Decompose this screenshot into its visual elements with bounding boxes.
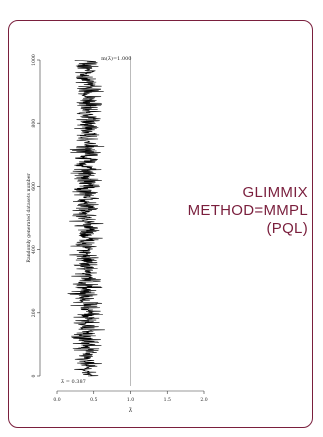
y-tick-label: 800 bbox=[31, 119, 37, 128]
chart-card bbox=[8, 20, 313, 428]
caption-line-3: (PQL) bbox=[266, 220, 308, 237]
y-axis-label: Randomly generated datasets number bbox=[26, 173, 32, 263]
method-caption: GLIMMIX METHOD=MMPL (PQL) bbox=[154, 184, 308, 238]
caption-line-2: METHOD=MMPL bbox=[187, 202, 308, 219]
x-tick-label: 0.5 bbox=[90, 397, 97, 403]
y-tick-label: 200 bbox=[31, 308, 37, 317]
y-tick-label: 1000 bbox=[31, 54, 37, 66]
reference-label: m(λ̂)=1.000 bbox=[101, 55, 131, 62]
mean-label: λ̂ = 0.387 bbox=[61, 379, 86, 385]
x-tick-label: 0.0 bbox=[53, 397, 60, 403]
y-tick-label: 0 bbox=[31, 374, 37, 377]
plot-axes: 0 200 400 600 800 1000 0.0 0.5 1.0 1.5 2.0 bbox=[31, 54, 208, 403]
x-axis-label: λ̂ bbox=[129, 408, 133, 414]
caption-line-1: GLIMMIX bbox=[242, 184, 308, 201]
trace-series bbox=[67, 60, 105, 377]
x-tick-label: 2.0 bbox=[200, 397, 207, 403]
y-tick-label: 600 bbox=[31, 182, 37, 191]
x-tick-label: 1.0 bbox=[127, 397, 134, 403]
x-tick-label: 1.5 bbox=[164, 397, 171, 403]
y-tick-label: 400 bbox=[31, 245, 37, 254]
